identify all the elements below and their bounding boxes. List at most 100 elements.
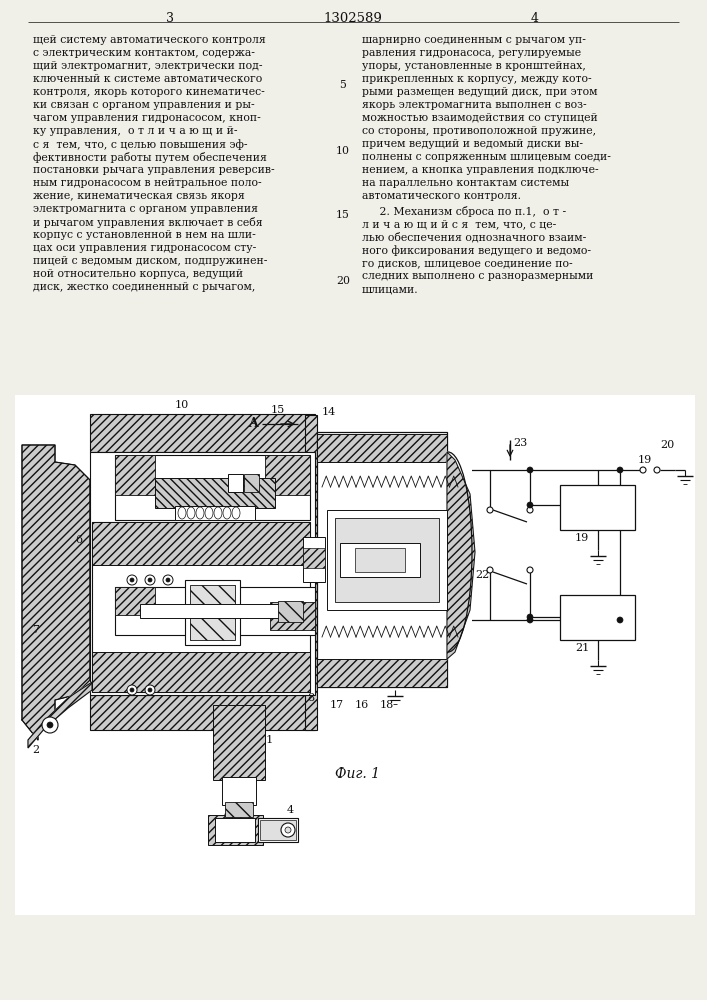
Bar: [355, 548, 405, 572]
Text: 19: 19: [638, 455, 653, 465]
Bar: [90, 452, 315, 695]
Circle shape: [130, 688, 134, 692]
Bar: [155, 478, 275, 508]
Circle shape: [640, 467, 646, 473]
Circle shape: [47, 722, 53, 728]
Circle shape: [527, 467, 533, 473]
Bar: [208, 815, 263, 845]
Text: и рычагом управления включает в себя: и рычагом управления включает в себя: [33, 217, 262, 228]
Circle shape: [166, 578, 170, 582]
Circle shape: [617, 617, 623, 623]
Bar: [115, 455, 310, 520]
Text: нением, а кнопка управления подключе-: нением, а кнопка управления подключе-: [362, 165, 599, 175]
Bar: [270, 602, 315, 630]
Bar: [327, 510, 447, 610]
Text: 15: 15: [271, 405, 285, 415]
Text: причем ведущий и ведомый диски вы-: причем ведущий и ведомый диски вы-: [362, 139, 583, 149]
Circle shape: [148, 688, 152, 692]
Text: 7: 7: [32, 625, 39, 635]
Bar: [92, 522, 310, 565]
Circle shape: [163, 575, 173, 585]
Text: диск, жестко соединенный с рычагом,: диск, жестко соединенный с рычагом,: [33, 282, 255, 292]
Circle shape: [42, 717, 58, 733]
Bar: [190, 585, 235, 640]
Circle shape: [145, 685, 155, 695]
Text: 1: 1: [333, 453, 340, 463]
Bar: [244, 474, 259, 492]
Text: 15: 15: [336, 211, 350, 221]
Text: жение, кинематическая связь якоря: жение, кинематическая связь якоря: [33, 191, 245, 201]
Text: 22: 22: [475, 570, 489, 580]
Bar: [258, 818, 298, 842]
Text: корпус с установленной в нем на шли-: корпус с установленной в нем на шли-: [33, 230, 256, 240]
Circle shape: [527, 614, 533, 620]
Text: 5: 5: [339, 81, 346, 91]
Bar: [175, 506, 255, 520]
Bar: [317, 432, 447, 687]
Circle shape: [127, 575, 137, 585]
Polygon shape: [28, 682, 92, 748]
Text: 3: 3: [230, 805, 237, 815]
Bar: [222, 777, 256, 805]
Text: 17: 17: [330, 700, 344, 710]
Bar: [92, 652, 310, 692]
Text: равления гидронасоса, регулируемые: равления гидронасоса, регулируемые: [362, 48, 581, 58]
Text: 14: 14: [322, 407, 337, 417]
Text: 4: 4: [531, 12, 539, 25]
Circle shape: [487, 507, 493, 513]
Circle shape: [527, 567, 533, 573]
Bar: [213, 705, 265, 780]
Bar: [560, 485, 635, 530]
Bar: [90, 414, 315, 452]
Text: 12: 12: [218, 508, 233, 518]
Text: шарнирно соединенным с рычагом уп-: шарнирно соединенным с рычагом уп-: [362, 35, 586, 45]
Text: шлицами.: шлицами.: [362, 284, 419, 294]
Text: контроля, якорь которого кинематичес-: контроля, якорь которого кинематичес-: [33, 87, 264, 97]
Bar: [260, 820, 296, 840]
Bar: [303, 548, 325, 568]
Text: 2: 2: [32, 745, 39, 755]
Bar: [225, 802, 253, 817]
Circle shape: [527, 617, 533, 623]
Text: ным гидронасосом в нейтральное поло-: ным гидронасосом в нейтральное поло-: [33, 178, 262, 188]
Text: постановки рычага управления реверсив-: постановки рычага управления реверсив-: [33, 165, 274, 175]
Bar: [215, 818, 255, 842]
Text: лью обеспечения однозначного взаим-: лью обеспечения однозначного взаим-: [362, 232, 586, 243]
Bar: [560, 595, 635, 640]
Circle shape: [654, 467, 660, 473]
Circle shape: [617, 467, 623, 473]
Text: 6: 6: [75, 535, 82, 545]
Text: можностью взаимодействия со ступицей: можностью взаимодействия со ступицей: [362, 113, 597, 123]
Bar: [317, 659, 447, 687]
Text: рыми размещен ведущий диск, при этом: рыми размещен ведущий диск, при этом: [362, 87, 597, 97]
Bar: [92, 522, 310, 692]
Text: щей систему автоматического контроля: щей систему автоматического контроля: [33, 35, 266, 45]
Bar: [448, 452, 472, 652]
Text: 16: 16: [355, 700, 369, 710]
Circle shape: [145, 575, 155, 585]
Circle shape: [285, 827, 291, 833]
Text: полнены с сопряженным шлицевым соеди-: полнены с сопряженным шлицевым соеди-: [362, 152, 611, 162]
Text: 10: 10: [336, 145, 350, 155]
Text: 3: 3: [166, 12, 174, 25]
Text: ку управления,  о т л и ч а ю щ и й-: ку управления, о т л и ч а ю щ и й-: [33, 126, 238, 136]
Polygon shape: [447, 452, 475, 659]
Bar: [317, 434, 447, 462]
Bar: [340, 543, 420, 577]
Text: Фиг. 1: Фиг. 1: [335, 767, 380, 781]
Polygon shape: [447, 452, 475, 659]
Text: чагом управления гидронасосом, кноп-: чагом управления гидронасосом, кноп-: [33, 113, 261, 123]
Text: A: A: [248, 417, 258, 430]
Bar: [140, 604, 290, 618]
Text: 2. Механизм сброса по п.1,  о т -: 2. Механизм сброса по п.1, о т -: [362, 206, 566, 217]
Text: 4: 4: [287, 805, 294, 815]
Circle shape: [281, 823, 295, 837]
Bar: [90, 695, 315, 730]
Text: прикрепленных к корпусу, между кото-: прикрепленных к корпусу, между кото-: [362, 74, 592, 84]
Text: автоматического контроля.: автоматического контроля.: [362, 191, 521, 201]
Bar: [115, 455, 155, 495]
Circle shape: [148, 578, 152, 582]
Circle shape: [130, 578, 134, 582]
Text: го дисков, шлицевое соединение по-: го дисков, шлицевое соединение по-: [362, 258, 573, 268]
Text: 20: 20: [336, 275, 350, 286]
